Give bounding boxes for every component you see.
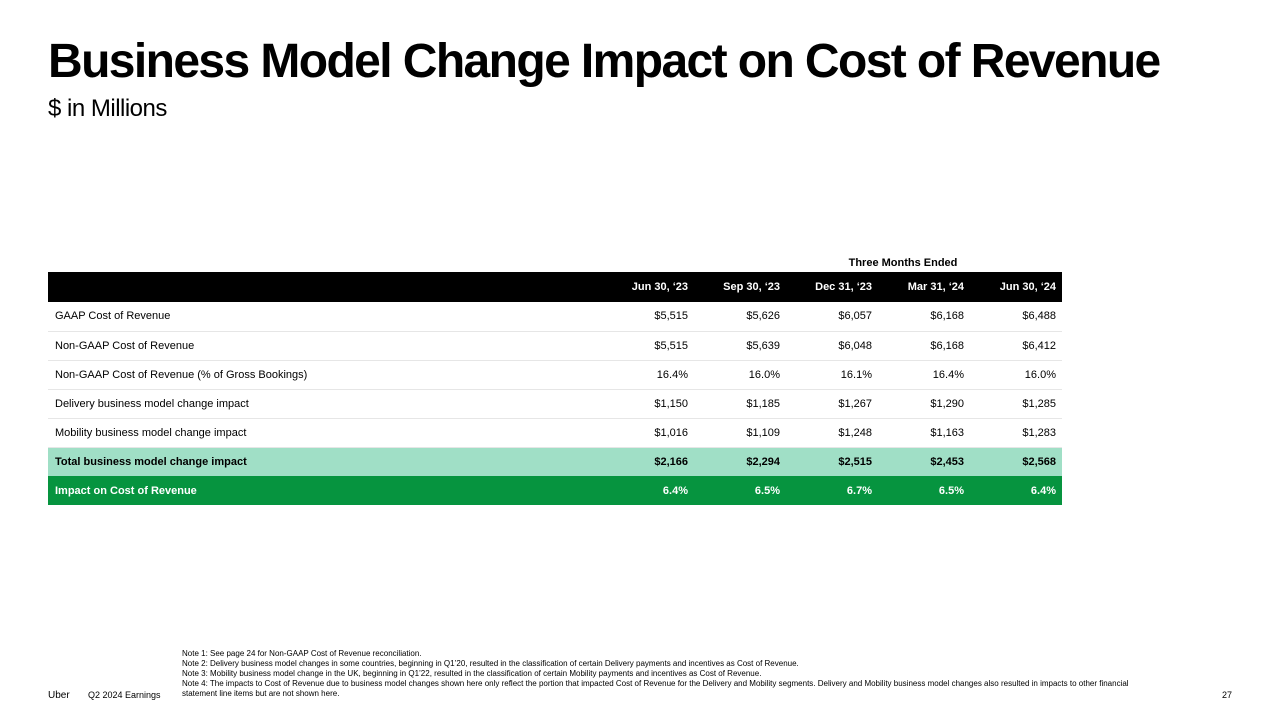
row-label: GAAP Cost of Revenue <box>55 310 171 323</box>
column-header: Jun 30, ‘23 <box>631 281 688 293</box>
row-label: Total business model change impact <box>55 455 247 468</box>
row-value: $5,515 <box>654 310 688 323</box>
total-impact-row: Total business model change impact $2,16… <box>48 447 1062 476</box>
footnotes: Note 1: See page 24 for Non-GAAP Cost of… <box>182 649 1162 699</box>
footnote: Note 4: The impacts to Cost of Revenue d… <box>182 679 1129 698</box>
table-row: Delivery business model change impact $1… <box>48 389 1062 418</box>
row-value: $6,168 <box>930 339 964 352</box>
row-value: $5,515 <box>654 339 688 352</box>
header-label-cell <box>48 272 602 302</box>
table-row: Non-GAAP Cost of Revenue $5,515 $5,639 $… <box>48 331 1062 360</box>
row-value: 16.1% <box>840 368 872 381</box>
row-value: $5,639 <box>746 339 780 352</box>
row-value: $2,515 <box>838 455 872 468</box>
row-value: $6,412 <box>1022 339 1056 352</box>
table-row: GAAP Cost of Revenue $5,515 $5,626 $6,05… <box>48 302 1062 331</box>
footer-report-name: Q2 2024 Earnings <box>88 690 161 700</box>
row-label: Non-GAAP Cost of Revenue (% of Gross Boo… <box>55 368 308 381</box>
impact-on-cost-row: Impact on Cost of Revenue 6.4% 6.5% 6.7%… <box>48 476 1062 505</box>
column-header: Sep 30, ‘23 <box>723 281 780 293</box>
row-value: $1,283 <box>1022 426 1056 439</box>
row-value: 16.4% <box>932 368 964 381</box>
column-header: Dec 31, ‘23 <box>815 281 872 293</box>
row-value: $2,568 <box>1022 455 1056 468</box>
page-subtitle: $ in Millions <box>48 95 167 122</box>
table-row: Non-GAAP Cost of Revenue (% of Gross Boo… <box>48 360 1062 389</box>
row-value: $6,168 <box>930 310 964 323</box>
row-value: $1,267 <box>838 397 872 410</box>
footer-brand: Uber <box>48 690 70 701</box>
row-value: 6.5% <box>754 484 780 497</box>
row-value: $1,285 <box>1022 397 1056 410</box>
row-value: $1,109 <box>746 426 780 439</box>
row-value: $2,294 <box>746 455 780 468</box>
row-value: 16.4% <box>656 368 688 381</box>
row-value: $1,290 <box>930 397 964 410</box>
row-label: Delivery business model change impact <box>55 397 249 410</box>
row-value: $6,057 <box>838 310 872 323</box>
page-number: 27 <box>1221 690 1232 700</box>
row-label: Impact on Cost of Revenue <box>55 484 197 497</box>
column-header: Jun 30, ‘24 <box>999 281 1056 293</box>
row-value: $1,248 <box>838 426 872 439</box>
footnote: Note 2: Delivery business model changes … <box>182 659 799 668</box>
table-header-row: Jun 30, ‘23 Sep 30, ‘23 Dec 31, ‘23 Mar … <box>48 272 1062 302</box>
row-value: $2,166 <box>654 455 688 468</box>
row-value: $1,016 <box>654 426 688 439</box>
row-label: Non-GAAP Cost of Revenue <box>55 339 195 352</box>
footnote: Note 1: See page 24 for Non-GAAP Cost of… <box>182 649 422 658</box>
row-value: 6.5% <box>938 484 964 497</box>
row-label: Mobility business model change impact <box>55 426 247 439</box>
column-header: Mar 31, ‘24 <box>907 281 964 293</box>
row-value: $5,626 <box>746 310 780 323</box>
cost-of-revenue-table: Jun 30, ‘23 Sep 30, ‘23 Dec 31, ‘23 Mar … <box>48 272 1062 505</box>
period-header-label: Three Months Ended <box>848 257 958 269</box>
footnote: Note 3: Mobility business model change i… <box>182 669 762 678</box>
row-value: $6,048 <box>838 339 872 352</box>
row-value: 6.4% <box>662 484 688 497</box>
row-value: $1,185 <box>746 397 780 410</box>
page-title: Business Model Change Impact on Cost of … <box>48 35 1161 88</box>
row-value: $6,488 <box>1022 310 1056 323</box>
row-value: 6.7% <box>846 484 872 497</box>
row-value: 16.0% <box>748 368 780 381</box>
row-value: $2,453 <box>930 455 964 468</box>
row-value: $1,150 <box>654 397 688 410</box>
row-value: 16.0% <box>1024 368 1056 381</box>
period-header: Three Months Ended <box>48 254 1062 272</box>
table-row: Mobility business model change impact $1… <box>48 418 1062 447</box>
cost-of-revenue-table-container: Three Months Ended Jun 30, ‘23 Sep 30, ‘… <box>48 254 1062 505</box>
row-value: $1,163 <box>930 426 964 439</box>
row-value: 6.4% <box>1030 484 1056 497</box>
